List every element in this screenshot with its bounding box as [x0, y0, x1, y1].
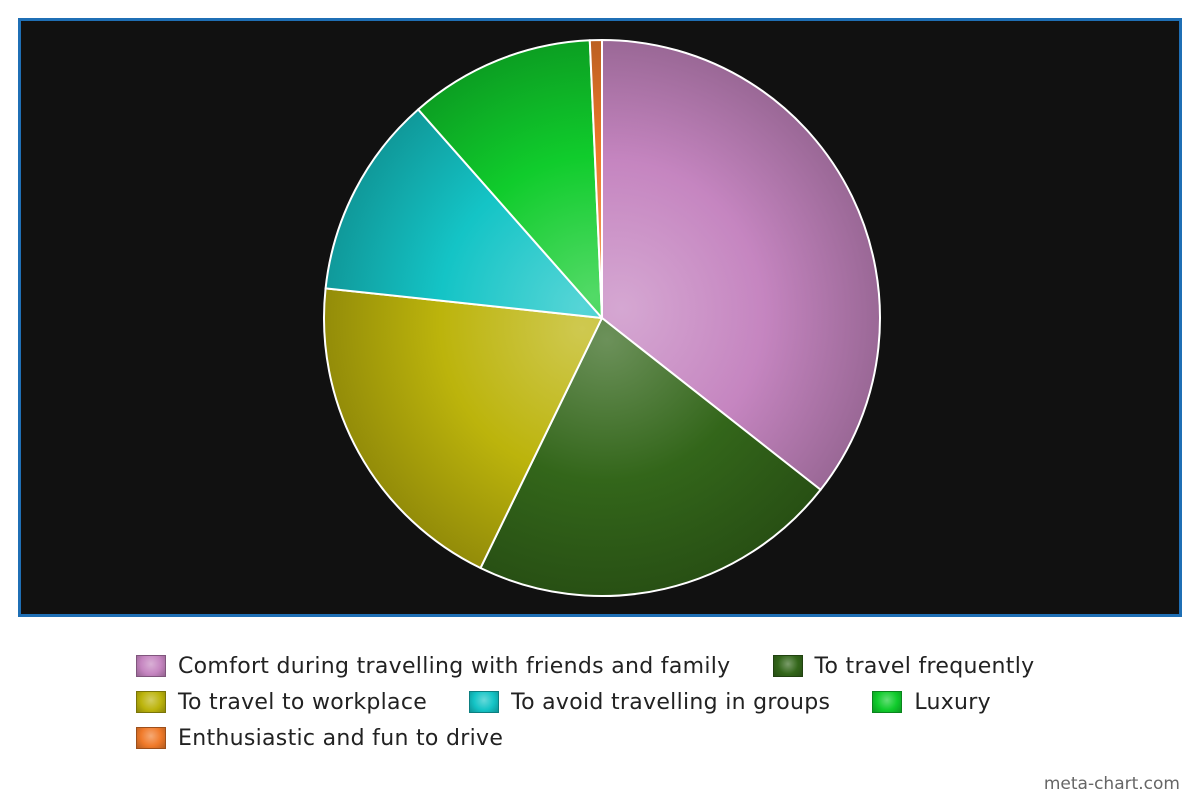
legend-label: Luxury: [914, 689, 991, 715]
pie-slice-5[interactable]: [588, 39, 603, 319]
legend-swatch: [136, 655, 166, 677]
legend-row: Comfort during travelling with friends a…: [136, 648, 1136, 684]
legend-swatch: [136, 691, 166, 713]
legend-swatch: [772, 655, 803, 677]
legend-row: To travel to workplace To avoid travelli…: [136, 684, 1136, 720]
legend-item-frequently[interactable]: To travel frequently: [772, 653, 1035, 679]
legend-label: Comfort during travelling with friends a…: [178, 653, 731, 679]
chart-area: [18, 18, 1182, 617]
legend-row: Enthusiastic and fun to drive: [136, 720, 1136, 756]
legend-label: To avoid travelling in groups: [511, 689, 831, 715]
legend-swatch: [872, 691, 903, 713]
legend-label: To travel frequently: [814, 653, 1035, 679]
legend-swatch: [136, 727, 166, 749]
pie-slice-1[interactable]: [479, 317, 822, 597]
legend-item-luxury[interactable]: Luxury: [872, 690, 991, 715]
legend-item-comfort[interactable]: Comfort during travelling with friends a…: [136, 654, 731, 679]
pie-chart: [323, 39, 881, 597]
pie-slice-0[interactable]: [601, 39, 881, 491]
legend: Comfort during travelling with friends a…: [136, 648, 1136, 756]
legend-label: Enthusiastic and fun to drive: [178, 725, 504, 751]
credit-text[interactable]: meta-chart.com: [1043, 774, 1180, 794]
legend-item-enthusiastic[interactable]: Enthusiastic and fun to drive: [136, 726, 503, 751]
legend-label: To travel to workplace: [178, 689, 428, 715]
pie-slice-4[interactable]: [417, 39, 603, 319]
legend-item-workplace[interactable]: To travel to workplace: [136, 690, 427, 715]
pie-slice-2[interactable]: [323, 287, 603, 570]
legend-swatch: [469, 691, 500, 713]
pie-slice-3[interactable]: [324, 108, 603, 319]
legend-item-avoid-groups[interactable]: To avoid travelling in groups: [469, 690, 830, 715]
